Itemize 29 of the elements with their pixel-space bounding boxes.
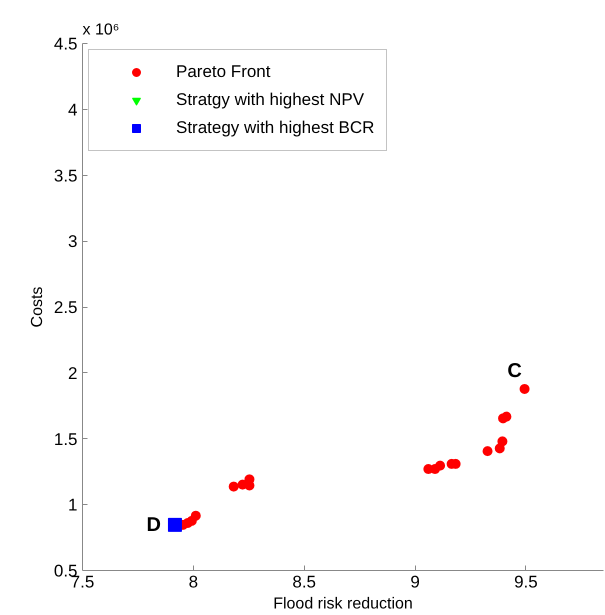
legend-label: Strategy with highest BCR bbox=[176, 118, 374, 138]
x-tick-label: 8 bbox=[188, 572, 198, 592]
y-tick-label: 3.5 bbox=[54, 166, 78, 186]
point bbox=[497, 436, 508, 446]
point bbox=[244, 480, 254, 491]
point bbox=[190, 510, 201, 521]
annotation: D bbox=[146, 514, 161, 536]
legend-label: Pareto Front bbox=[176, 62, 270, 82]
y-axis-title: Costs bbox=[28, 286, 46, 328]
point bbox=[435, 460, 446, 471]
point bbox=[228, 482, 239, 492]
y-tick-label: 1 bbox=[68, 496, 78, 515]
point bbox=[520, 384, 530, 394]
y-tick-label: 1.5 bbox=[54, 430, 78, 449]
text: x 10⁶ bbox=[82, 22, 120, 38]
point bbox=[168, 518, 182, 532]
legend-label: Stratgy with highest NPV bbox=[176, 90, 364, 110]
y-tick-label: 3 bbox=[68, 232, 78, 252]
point bbox=[501, 412, 512, 422]
y-tick-label: 2.5 bbox=[54, 298, 78, 317]
x-tick-label: 9.5 bbox=[514, 572, 538, 592]
x-tick-label: 9 bbox=[410, 572, 420, 592]
x-axis-title: Flood risk reduction bbox=[273, 596, 413, 612]
y-tick-label: 4.5 bbox=[54, 34, 78, 54]
y-tick-label: 2 bbox=[68, 364, 78, 383]
y-tick-label: 4 bbox=[68, 100, 78, 120]
x-tick-label: 8.5 bbox=[292, 572, 316, 592]
point bbox=[482, 446, 493, 456]
annotation: C bbox=[507, 360, 522, 382]
